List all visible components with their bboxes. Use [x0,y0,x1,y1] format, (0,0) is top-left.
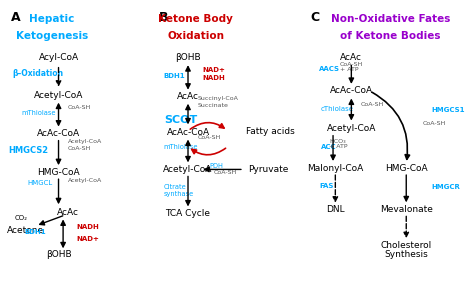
Text: DNL: DNL [326,205,345,214]
Text: CoA-SH: CoA-SH [68,105,91,110]
Text: HMGCS2: HMGCS2 [8,146,48,155]
Text: Ketogenesis: Ketogenesis [16,31,88,41]
Text: Acetyl-CoA: Acetyl-CoA [68,139,102,144]
Text: CoA-SH: CoA-SH [422,121,446,126]
Text: NADH: NADH [203,75,226,81]
Text: ACC: ACC [321,144,337,150]
Text: cThiolase: cThiolase [321,106,354,112]
Text: Oxidation: Oxidation [167,31,224,41]
Text: Acetyl-CoA: Acetyl-CoA [68,178,102,183]
Text: CO₂: CO₂ [15,215,28,221]
Text: Mevalonate: Mevalonate [380,205,433,214]
Text: Malonyl-CoA: Malonyl-CoA [307,164,364,173]
Text: Pyruvate: Pyruvate [248,165,289,174]
Text: CoA-SH: CoA-SH [361,102,384,107]
Text: β–Oxidation: β–Oxidation [13,69,64,78]
Text: AcAc: AcAc [57,208,79,217]
Text: Cholesterol: Cholesterol [381,241,432,250]
Text: HMG-CoA: HMG-CoA [385,164,428,173]
Text: Ketone Body: Ketone Body [158,14,233,24]
Text: FAS: FAS [319,183,334,189]
Text: AcAc: AcAc [177,92,199,101]
Text: Synthesis: Synthesis [384,250,428,259]
Text: + ATP: + ATP [329,144,347,149]
Text: AcAc: AcAc [340,53,362,62]
Text: NADH: NADH [77,224,100,230]
Text: Citrate
synthase: Citrate synthase [164,183,194,197]
Text: HMGCR: HMGCR [431,184,460,190]
Text: βOHB: βOHB [175,53,201,62]
Text: AcAc-CoA: AcAc-CoA [330,87,373,96]
Text: HMGCS1: HMGCS1 [431,107,465,113]
Text: mThiolase: mThiolase [21,110,55,116]
Text: NAD+: NAD+ [203,67,226,73]
Text: B: B [159,11,169,24]
Text: CoA-SH: CoA-SH [340,62,363,67]
Text: of Ketone Bodies: of Ketone Bodies [340,31,440,41]
Text: + ATP: + ATP [340,67,358,72]
Text: AcAc-CoA: AcAc-CoA [37,129,80,138]
Text: Fatty acids: Fatty acids [246,127,295,136]
Text: Acyl-CoA: Acyl-CoA [38,53,79,62]
Text: CoA-SH: CoA-SH [198,135,221,140]
Text: Acetyl-CoA: Acetyl-CoA [164,165,213,174]
Text: Hepatic: Hepatic [29,14,74,24]
Text: AACS: AACS [319,66,340,72]
Text: HMGCL: HMGCL [27,180,52,186]
Text: CoA-SH: CoA-SH [214,170,237,175]
Text: Succinyl-CoA: Succinyl-CoA [198,96,239,101]
Text: PDH: PDH [210,163,223,169]
Text: HCO₃: HCO₃ [329,139,346,144]
Text: Acetyl-CoA: Acetyl-CoA [327,124,376,133]
Text: SCOT: SCOT [164,115,197,125]
Text: C: C [310,11,319,24]
Text: BDH1: BDH1 [25,229,46,235]
Text: Acetone: Acetone [7,226,44,235]
Text: AcAc-CoA: AcAc-CoA [166,128,210,137]
Text: mThiolase: mThiolase [164,144,198,150]
Text: NAD+: NAD+ [77,236,100,242]
Text: A: A [10,11,20,24]
Text: TCA Cycle: TCA Cycle [165,209,210,218]
Text: HMG-CoA: HMG-CoA [37,168,80,177]
Text: Succinate: Succinate [198,103,229,108]
Text: βOHB: βOHB [46,250,72,259]
Text: Acetyl-CoA: Acetyl-CoA [34,90,83,99]
Text: BDH1: BDH1 [164,73,185,79]
Text: CoA-SH: CoA-SH [68,146,91,151]
Text: Non-Oxidative Fates: Non-Oxidative Fates [330,14,450,24]
